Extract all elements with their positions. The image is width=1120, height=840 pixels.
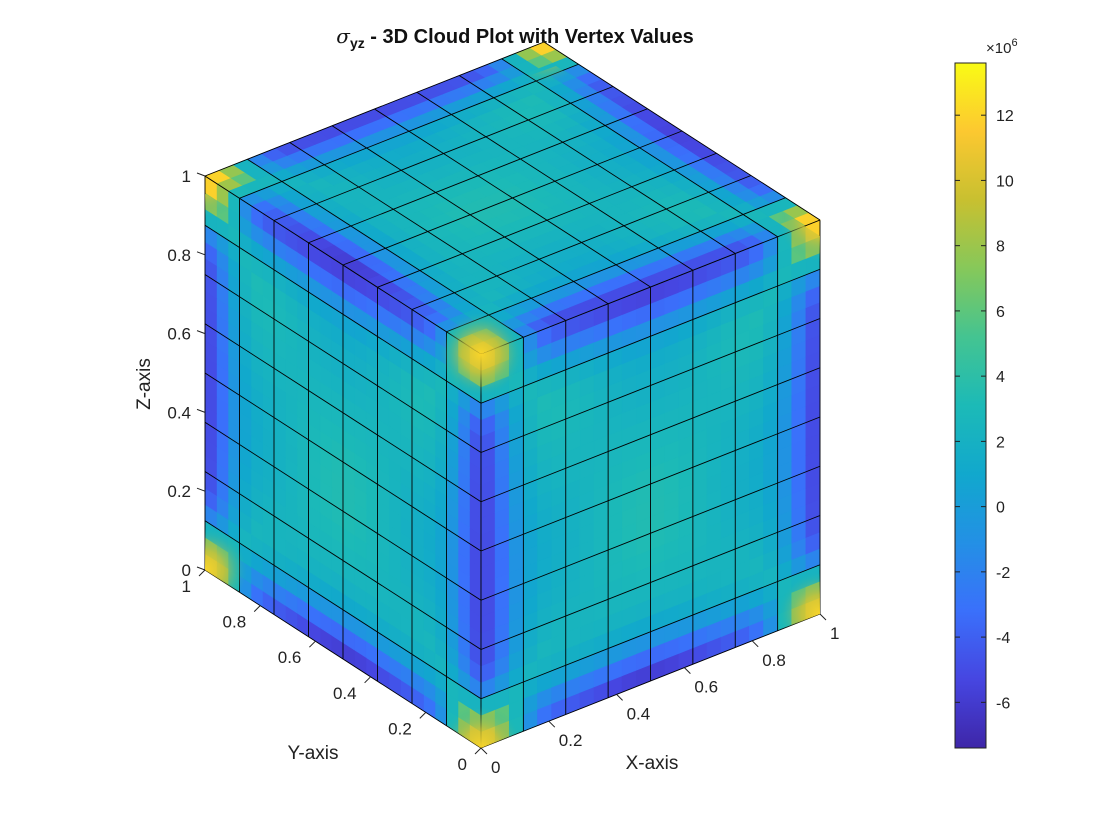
y-tick [474,747,482,755]
z-tick [196,251,206,256]
colorbar-tick-label: 6 [996,304,1005,321]
corner-highlight [439,706,481,748]
x-tick-label: 1 [830,624,839,643]
cube-surface [204,41,821,749]
colorbar-tick-label: -4 [996,630,1010,647]
y-tick-label: 0.2 [388,719,412,738]
colorbar-exponent-power: 6 [1011,37,1017,49]
x-tick [480,747,488,755]
z-tick-label: 0.2 [167,482,191,501]
x-tick-label: 0 [491,758,500,777]
y-tick [198,569,206,577]
y-tick-label: 0.4 [333,684,357,703]
grid-line [239,63,579,199]
z-tick [196,487,206,492]
chart-title: σyz - 3D Cloud Plot with Vertex Values [0,24,1030,51]
z-tick-label: 0 [182,561,191,580]
colorbar-strip [954,62,987,749]
z-tick [196,172,206,177]
colorbar-tick-label: 10 [996,173,1014,190]
z-tick-label: 0.8 [167,246,191,265]
x-tick-label: 0.4 [627,704,651,723]
title-text: - 3D Cloud Plot with Vertex Values [364,26,694,48]
grid-line [374,108,651,288]
x-tick-label: 0.8 [762,651,786,670]
y-tick [419,712,427,719]
y-tick [364,676,371,684]
top-face-gridlines [204,41,821,355]
grid-line [416,91,694,271]
x-tick [751,640,759,648]
z-tick [196,330,206,335]
colorbar-tick-label: 0 [996,500,1005,517]
grid-line [459,75,736,254]
colorbar-tick-label: 2 [996,434,1005,451]
x-tick [548,720,556,728]
y-tick-label: 0.6 [278,648,302,667]
corner-highlight [439,312,523,354]
grid-line [204,323,482,503]
grid-line [308,108,648,244]
colorbar-exponent-base: ×10 [986,40,1011,57]
z-tick-label: 0.4 [167,403,191,422]
right-face-gridlines [480,219,821,749]
x-tick [616,694,623,701]
z-tick [196,408,206,413]
x-axis-label: X-axis [626,753,679,774]
axes: Z-axis Y-axis X-axis 00.20.40.60.8100.20… [134,167,839,777]
grid-line [204,41,545,177]
colorbar-tick-label: -2 [996,565,1010,582]
grid-line [273,86,614,221]
z-tick [196,566,206,571]
y-tick [253,605,261,612]
grid-line [204,224,482,404]
colorbar-exponent: ×106 [986,37,1018,57]
grid-line [204,372,482,552]
y-axis-label: Y-axis [287,743,338,764]
corner-highlight [481,706,523,748]
y-tick-label: 0.8 [223,613,247,632]
x-tick-label: 0.2 [559,731,583,750]
colorbar-tick-label: -6 [996,695,1010,712]
y-tick-label: 1 [182,577,191,596]
grid-line [501,58,778,238]
y-tick [309,640,316,648]
grid-line [480,268,821,404]
x-tick [684,667,691,674]
grid-line [480,416,821,552]
z-tick-label: 1 [182,167,191,186]
colorbar-tick-label: 12 [996,108,1014,125]
x-tick-label: 0.6 [694,678,718,697]
grid-line [543,41,821,221]
grid-line [204,274,482,453]
colorbar-tick-label: 8 [996,239,1005,256]
grid-line [480,318,821,453]
x-tick [819,613,827,621]
colorbar-tick-label: 4 [996,369,1005,386]
title-symbol: σ [336,24,350,48]
grid-line [480,367,821,503]
z-axis-label: Z-axis [134,358,155,410]
title-subscript: yz [349,35,365,51]
y-tick-label: 0 [458,755,467,774]
z-tick-label: 0.6 [167,325,191,344]
